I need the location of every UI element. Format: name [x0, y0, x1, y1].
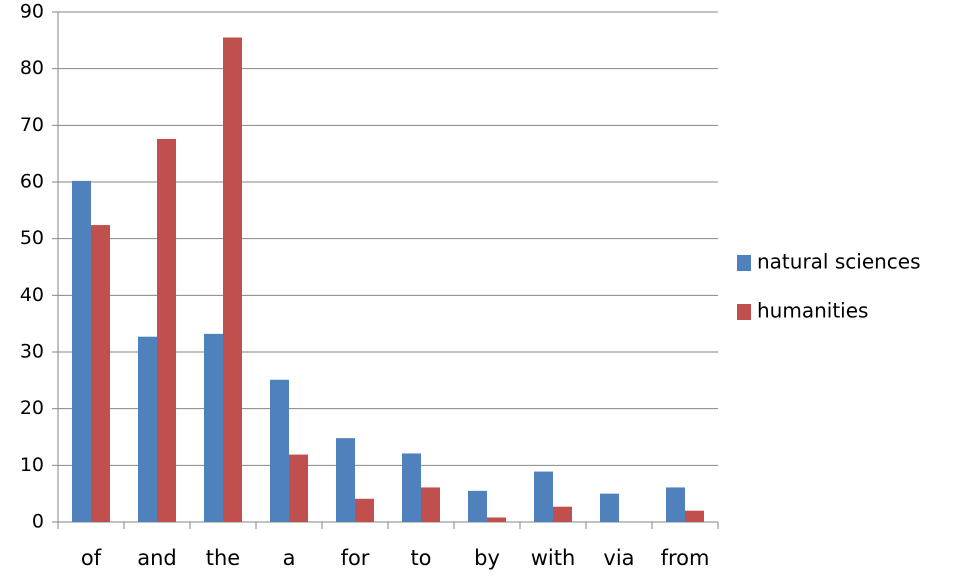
- bar: [138, 336, 157, 522]
- bar: [223, 37, 242, 522]
- bar: [402, 453, 421, 522]
- x-tick-label: the: [206, 546, 240, 570]
- bar: [600, 493, 619, 522]
- x-tick-label: with: [531, 546, 576, 570]
- y-tick-label: 90: [20, 1, 44, 23]
- y-tick-label: 30: [20, 341, 44, 363]
- y-tick-label: 60: [20, 171, 44, 193]
- y-tick-label: 20: [20, 397, 44, 419]
- x-tick-label: to: [410, 546, 431, 570]
- bar: [204, 333, 223, 522]
- y-tick-label: 10: [20, 454, 44, 476]
- bar: [553, 506, 572, 522]
- x-tick-label: for: [341, 546, 370, 570]
- y-tick-label: 40: [20, 284, 44, 306]
- legend-swatch: [737, 304, 751, 320]
- y-tick-label: 70: [20, 114, 44, 136]
- bar: [336, 438, 355, 522]
- bar: [534, 471, 553, 522]
- x-tick-label: and: [137, 546, 177, 570]
- bar: [72, 180, 91, 522]
- y-tick-label: 80: [20, 57, 44, 79]
- legend-label: humanities: [757, 299, 868, 323]
- bar: [468, 490, 487, 522]
- y-tick-label: 0: [32, 511, 44, 533]
- x-tick-label: of: [81, 546, 102, 570]
- bar: [91, 225, 110, 523]
- bar: [157, 138, 176, 522]
- bar: [289, 454, 308, 522]
- legend-swatch: [737, 255, 751, 271]
- y-tick-label: 50: [20, 227, 44, 249]
- bar: [421, 487, 440, 522]
- x-tick-label: by: [474, 546, 500, 570]
- x-tick-label: a: [283, 546, 296, 570]
- bar: [685, 510, 704, 522]
- x-tick-label: from: [661, 546, 710, 570]
- x-tick-label: via: [603, 546, 634, 570]
- bar: [355, 498, 374, 522]
- bar: [270, 379, 289, 522]
- bar: [666, 487, 685, 522]
- bar: [487, 517, 506, 522]
- legend-label: natural sciences: [757, 250, 921, 274]
